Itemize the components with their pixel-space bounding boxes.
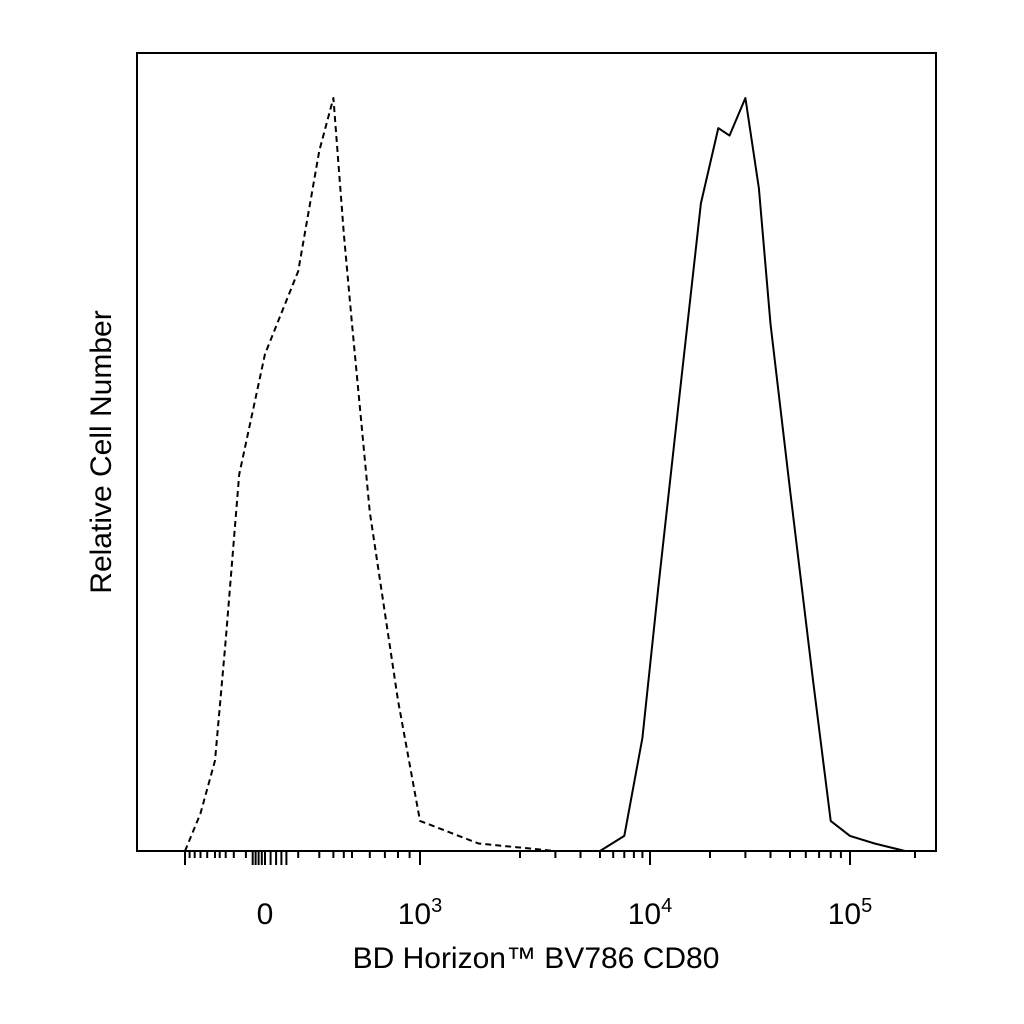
series-layer: [184, 97, 906, 852]
x-tick-label: 104: [628, 895, 673, 931]
plot-frame: [136, 52, 937, 852]
histogram-dashed-series: [184, 97, 634, 852]
x-tick-label: 105: [828, 895, 873, 931]
x-tick-label: 103: [398, 895, 443, 931]
x-axis-title: BD Horizon™ BV786 CD80: [353, 942, 720, 975]
x-tick-label: 0: [257, 898, 274, 931]
y-axis-title: Relative Cell Number: [85, 310, 118, 593]
x-tick-labels: 0 103 104 105: [257, 895, 873, 931]
x-axis-ticks: [184, 851, 916, 865]
histogram-solid-series: [599, 97, 906, 852]
